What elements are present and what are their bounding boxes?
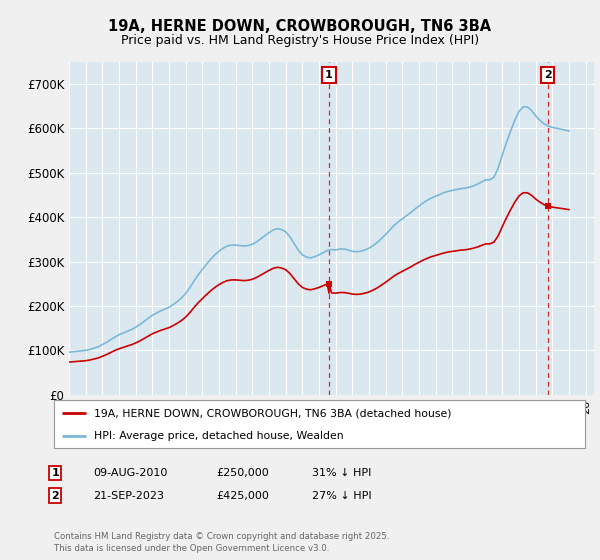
Text: 2: 2: [544, 70, 551, 80]
Text: 09-AUG-2010: 09-AUG-2010: [93, 468, 167, 478]
Text: Price paid vs. HM Land Registry's House Price Index (HPI): Price paid vs. HM Land Registry's House …: [121, 34, 479, 47]
Text: 27% ↓ HPI: 27% ↓ HPI: [312, 491, 371, 501]
Text: Contains HM Land Registry data © Crown copyright and database right 2025.
This d: Contains HM Land Registry data © Crown c…: [54, 533, 389, 553]
Text: HPI: Average price, detached house, Wealden: HPI: Average price, detached house, Weal…: [94, 431, 343, 441]
Text: £250,000: £250,000: [216, 468, 269, 478]
Text: 2: 2: [52, 491, 59, 501]
Text: 31% ↓ HPI: 31% ↓ HPI: [312, 468, 371, 478]
Text: 19A, HERNE DOWN, CROWBOROUGH, TN6 3BA (detached house): 19A, HERNE DOWN, CROWBOROUGH, TN6 3BA (d…: [94, 408, 451, 418]
Text: 1: 1: [52, 468, 59, 478]
Text: 19A, HERNE DOWN, CROWBOROUGH, TN6 3BA: 19A, HERNE DOWN, CROWBOROUGH, TN6 3BA: [109, 20, 491, 34]
Text: 21-SEP-2023: 21-SEP-2023: [93, 491, 164, 501]
Text: £425,000: £425,000: [216, 491, 269, 501]
Text: 1: 1: [325, 70, 333, 80]
